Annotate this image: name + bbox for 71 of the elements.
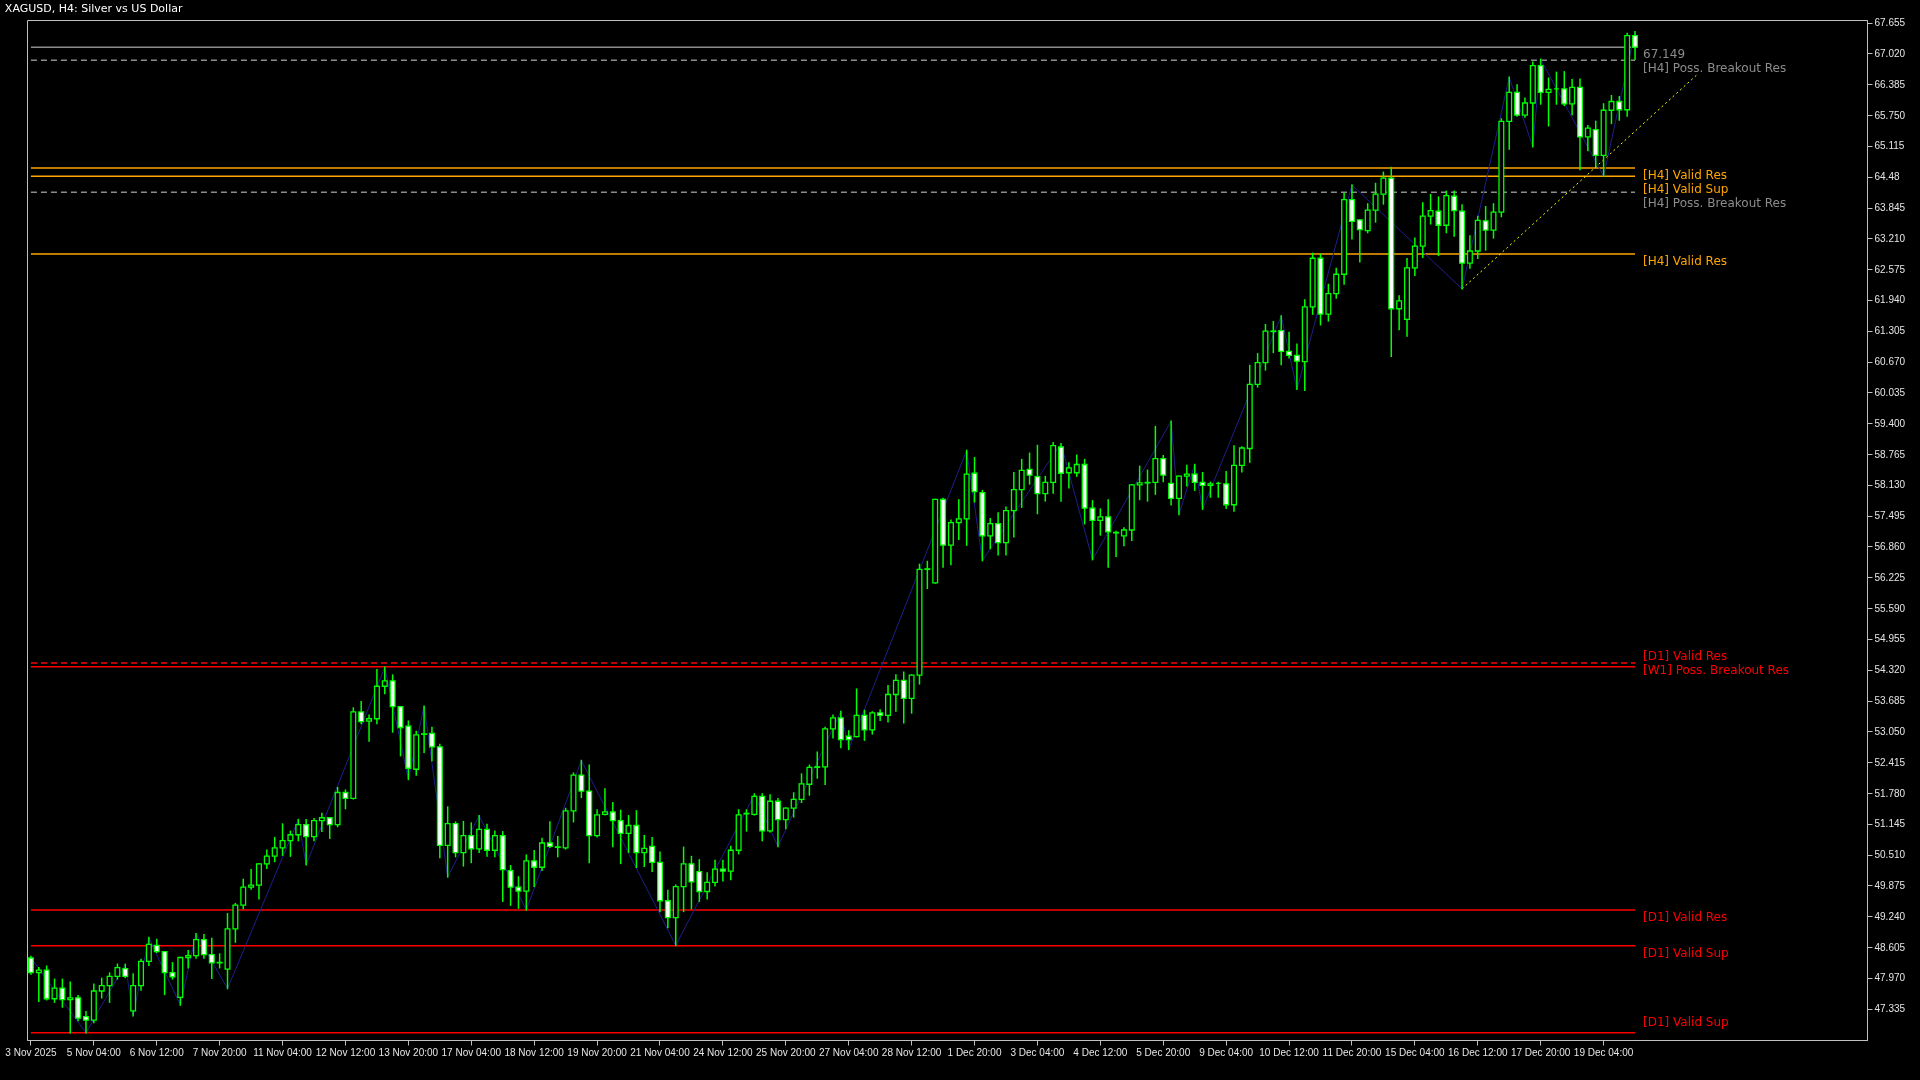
ref-line-label: [D1] Valid Sup <box>1643 1014 1729 1029</box>
ref-line-label: [W1] Poss. Breakout Res <box>1643 662 1790 677</box>
x-tick-label: 5 Nov 04:00 <box>66 1046 122 1058</box>
y-tick-label: 64.48 <box>1874 171 1900 183</box>
y-tick-label: 65.115 <box>1874 140 1905 152</box>
x-tick-label: 10 Dec 12:00 <box>1259 1046 1320 1058</box>
x-tick-label: 27 Nov 04:00 <box>818 1046 879 1058</box>
chart-title: XAGUSD, H4: Silver vs US Dollar <box>4 1 183 15</box>
ref-line-label: [D1] Valid Res <box>1643 909 1728 924</box>
y-tick-label: 49.875 <box>1874 879 1906 891</box>
y-tick-label: 57.495 <box>1874 510 1906 522</box>
x-tick-label: 24 Nov 12:00 <box>693 1046 754 1058</box>
ref-line-label: [H4] Poss. Breakout Res <box>1643 61 1787 76</box>
y-tick-label: 56.225 <box>1874 571 1906 583</box>
ref-line-label: [D1] Valid Res <box>1643 648 1728 663</box>
ref-line-label: [H4] Poss. Breakout Res <box>1643 196 1787 210</box>
y-tick-label: 48.605 <box>1874 941 1906 953</box>
y-tick-label: 54.320 <box>1874 664 1906 676</box>
x-tick-label: 4 Dec 12:00 <box>1073 1046 1128 1058</box>
y-tick-label: 52.415 <box>1874 756 1906 768</box>
y-tick-label: 50.510 <box>1874 849 1906 861</box>
x-tick-label: 18 Nov 12:00 <box>504 1046 565 1058</box>
x-tick-label: 15 Dec 04:00 <box>1385 1046 1446 1058</box>
y-tick-label: 62.575 <box>1874 263 1906 275</box>
y-tick-label: 63.845 <box>1874 202 1906 214</box>
x-tick-label: 17 Nov 04:00 <box>441 1046 502 1058</box>
ref-line-label: [H4] Valid Sup <box>1643 182 1729 196</box>
x-tick-label: 13 Nov 20:00 <box>378 1046 439 1058</box>
x-tick-label: 28 Nov 12:00 <box>881 1046 942 1058</box>
y-tick-label: 51.145 <box>1874 818 1906 830</box>
x-tick-label: 11 Dec 20:00 <box>1322 1046 1382 1058</box>
ref-line-label: [H4] Valid Res <box>1643 168 1728 182</box>
x-tick-label: 21 Nov 04:00 <box>630 1046 691 1058</box>
y-tick-label: 60.670 <box>1874 356 1906 368</box>
x-tick-label: 16 Dec 12:00 <box>1448 1046 1508 1058</box>
y-tick-label: 63.210 <box>1874 232 1906 244</box>
y-tick-label: 49.240 <box>1874 910 1906 922</box>
x-tick-label: 3 Nov 2025 <box>5 1046 57 1058</box>
y-tick-label: 67.020 <box>1874 47 1906 59</box>
x-tick-label: 17 Dec 20:00 <box>1510 1046 1571 1058</box>
y-tick-label: 61.305 <box>1874 325 1906 337</box>
y-tick-label: 53.050 <box>1874 725 1906 737</box>
y-tick-label: 47.335 <box>1874 1003 1906 1015</box>
y-tick-label: 51.780 <box>1874 787 1906 799</box>
x-tick-label: 12 Nov 12:00 <box>315 1046 376 1058</box>
x-tick-label: 9 Dec 04:00 <box>1199 1046 1254 1058</box>
x-tick-label: 6 Nov 12:00 <box>129 1046 185 1058</box>
ref-line-label: 67.149 <box>1643 47 1686 62</box>
ref-line-label: [D1] Valid Sup <box>1643 945 1729 960</box>
y-tick-label: 58.765 <box>1874 448 1906 460</box>
x-tick-label: 25 Nov 20:00 <box>756 1046 816 1058</box>
x-tick-label: 19 Nov 20:00 <box>567 1046 628 1058</box>
y-tick-label: 59.400 <box>1874 417 1906 429</box>
x-tick-label: 1 Dec 20:00 <box>947 1046 1002 1058</box>
y-tick-label: 56.860 <box>1874 541 1906 552</box>
y-tick-label: 65.750 <box>1874 109 1906 121</box>
x-tick-label: 3 Dec 04:00 <box>1010 1046 1065 1058</box>
y-tick-label: 47.970 <box>1874 972 1906 984</box>
y-tick-label: 58.130 <box>1874 479 1906 491</box>
x-tick-label: 5 Dec 20:00 <box>1136 1046 1191 1058</box>
y-tick-label: 66.385 <box>1874 78 1906 90</box>
y-tick-label: 53.685 <box>1874 695 1906 707</box>
y-tick-label: 55.590 <box>1874 602 1906 614</box>
y-tick-label: 60.035 <box>1874 386 1906 398</box>
y-tick-label: 61.940 <box>1874 294 1906 306</box>
x-tick-label: 11 Nov 04:00 <box>253 1046 313 1058</box>
x-tick-label: 19 Dec 04:00 <box>1573 1046 1634 1058</box>
x-tick-label: 7 Nov 20:00 <box>192 1046 248 1058</box>
y-tick-label: 54.955 <box>1874 633 1906 645</box>
y-tick-label: 67.655 <box>1874 17 1906 29</box>
ref-line-label: [H4] Valid Res <box>1643 253 1728 268</box>
